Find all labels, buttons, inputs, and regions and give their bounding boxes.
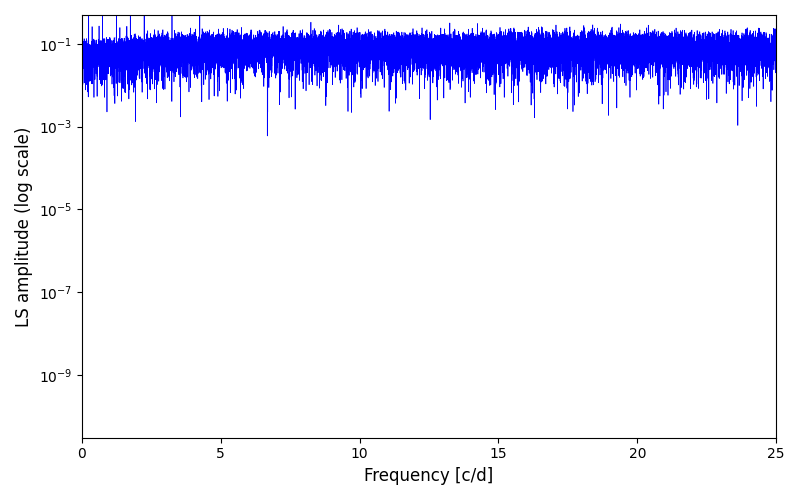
X-axis label: Frequency [c/d]: Frequency [c/d] [364,467,494,485]
Y-axis label: LS amplitude (log scale): LS amplitude (log scale) [15,126,33,326]
